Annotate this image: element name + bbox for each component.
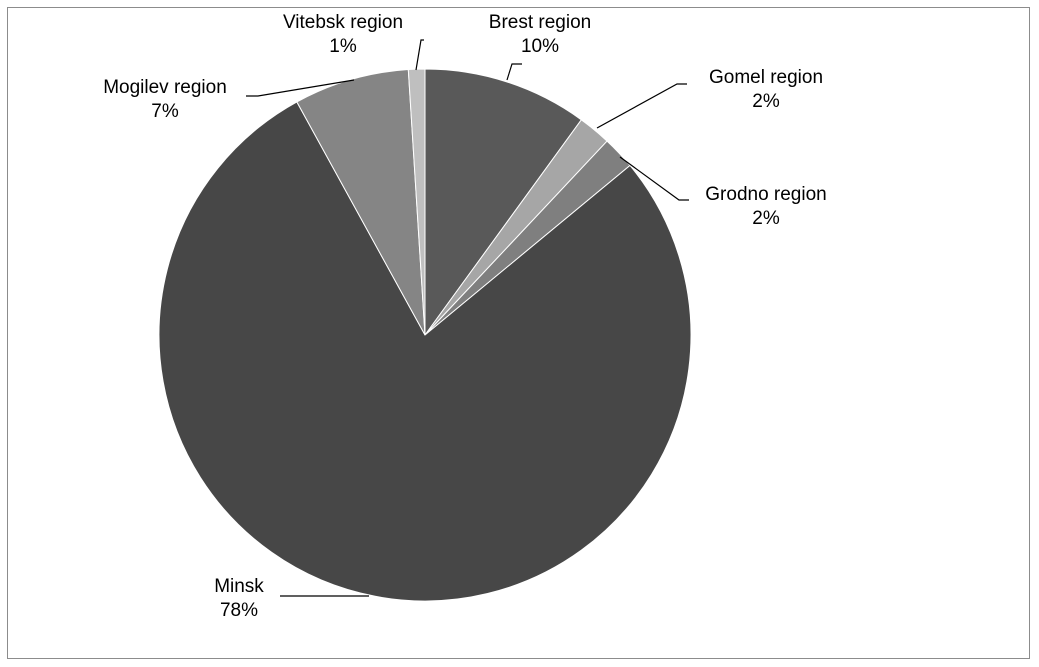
pie-slices	[158, 68, 692, 602]
data-label-name: Minsk	[214, 576, 264, 597]
data-label-name: Brest region	[489, 12, 591, 33]
data-label-percent: 2%	[752, 208, 780, 229]
data-label-name: Mogilev region	[103, 77, 227, 98]
data-label-percent: 7%	[151, 101, 179, 122]
leader-lines	[246, 39, 689, 597]
data-label-percent: 78%	[220, 600, 258, 621]
data-label-name: Grodno region	[705, 184, 826, 205]
data-label-percent: 10%	[521, 36, 559, 57]
leader-line	[246, 79, 355, 97]
pie-slice	[296, 68, 426, 336]
leader-line	[415, 39, 424, 71]
pie-slice	[424, 68, 583, 337]
data-label-name: Gomel region	[709, 67, 823, 88]
leader-line	[619, 156, 689, 201]
data-label-percent: 2%	[752, 91, 780, 112]
data-label-name: Vitebsk region	[283, 12, 403, 33]
data-label-percent: 1%	[329, 36, 357, 57]
pie-slice	[158, 101, 692, 602]
leader-line	[506, 63, 522, 81]
leader-line	[596, 83, 687, 129]
